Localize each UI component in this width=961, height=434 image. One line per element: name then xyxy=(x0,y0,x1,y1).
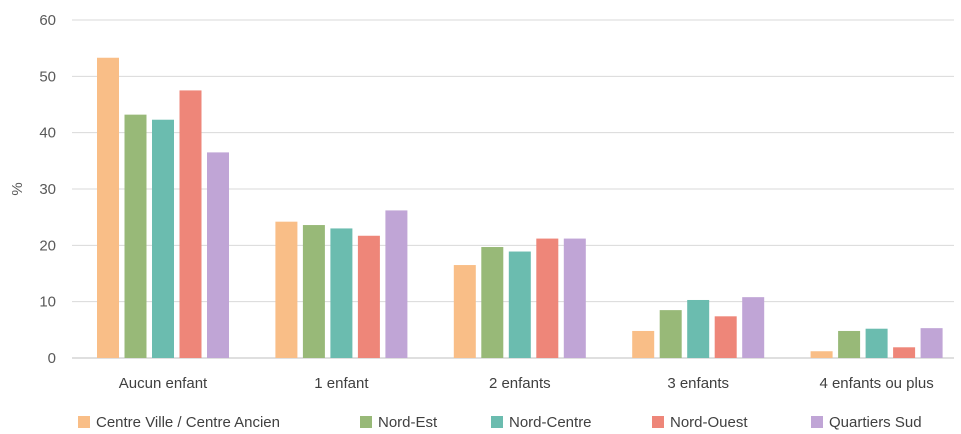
bar xyxy=(810,351,833,358)
x-category-label: 3 enfants xyxy=(667,375,729,392)
bar xyxy=(714,316,737,358)
bar xyxy=(302,225,325,358)
legend-swatch xyxy=(360,416,372,428)
bar xyxy=(687,299,710,358)
legend-item: Nord-Ouest xyxy=(652,411,748,433)
bar xyxy=(481,247,504,358)
y-tick-label: 50 xyxy=(39,68,56,85)
bar xyxy=(179,90,202,359)
y-tick-label: 40 xyxy=(39,125,56,142)
bar xyxy=(893,347,916,358)
y-axis-label: % xyxy=(9,182,26,195)
legend: Centre Ville / Centre Ancien Nord-Est Nord… xyxy=(0,411,961,433)
bar xyxy=(563,238,586,358)
bar xyxy=(742,297,765,358)
y-tick-label: 0 xyxy=(48,350,56,367)
legend-item: Centre Ville / Centre Ancien xyxy=(78,411,280,433)
bar xyxy=(330,228,353,358)
y-axis-ticks: 0 10 20 30 40 50 60 xyxy=(39,12,56,367)
legend-swatch xyxy=(491,416,503,428)
bar xyxy=(536,238,559,358)
bar xyxy=(453,265,476,358)
legend-label: Centre Ville / Centre Ancien xyxy=(96,413,280,431)
legend-item: Quartiers Sud xyxy=(811,411,922,433)
legend-label: Nord-Centre xyxy=(509,413,592,431)
bar xyxy=(838,330,861,358)
bar xyxy=(632,330,655,358)
legend-label: Nord-Est xyxy=(378,413,438,431)
y-tick-label: 20 xyxy=(39,237,56,254)
bar xyxy=(865,328,888,358)
bar xyxy=(97,57,119,358)
x-category-label: Aucun enfant xyxy=(119,375,208,392)
legend-swatch xyxy=(78,416,90,428)
legend-item: Nord-Est xyxy=(360,411,437,433)
bar xyxy=(385,210,408,358)
bar xyxy=(659,310,682,358)
bar xyxy=(124,114,147,358)
y-tick-label: 60 xyxy=(39,12,56,29)
y-tick-label: 30 xyxy=(39,181,56,198)
bars xyxy=(97,57,943,359)
x-category-label: 4 enfants ou plus xyxy=(819,375,933,392)
bar xyxy=(275,221,298,358)
bar xyxy=(207,152,229,358)
bar xyxy=(508,251,531,358)
legend-label: Quartiers Sud xyxy=(829,413,922,431)
x-category-label: 2 enfants xyxy=(489,375,551,392)
x-axis-categories: Aucun enfant 1 enfant 2 enfants 3 enfants 4 … xyxy=(119,375,934,392)
legend-swatch xyxy=(652,416,664,428)
x-category-label: 1 enfant xyxy=(314,375,369,392)
legend-swatch xyxy=(811,416,823,428)
legend-label: Nord-Ouest xyxy=(670,413,748,431)
legend-item: Nord-Centre xyxy=(491,411,592,433)
y-tick-label: 10 xyxy=(39,294,56,311)
bar xyxy=(920,328,943,358)
bar xyxy=(152,119,174,359)
bar xyxy=(357,235,380,358)
